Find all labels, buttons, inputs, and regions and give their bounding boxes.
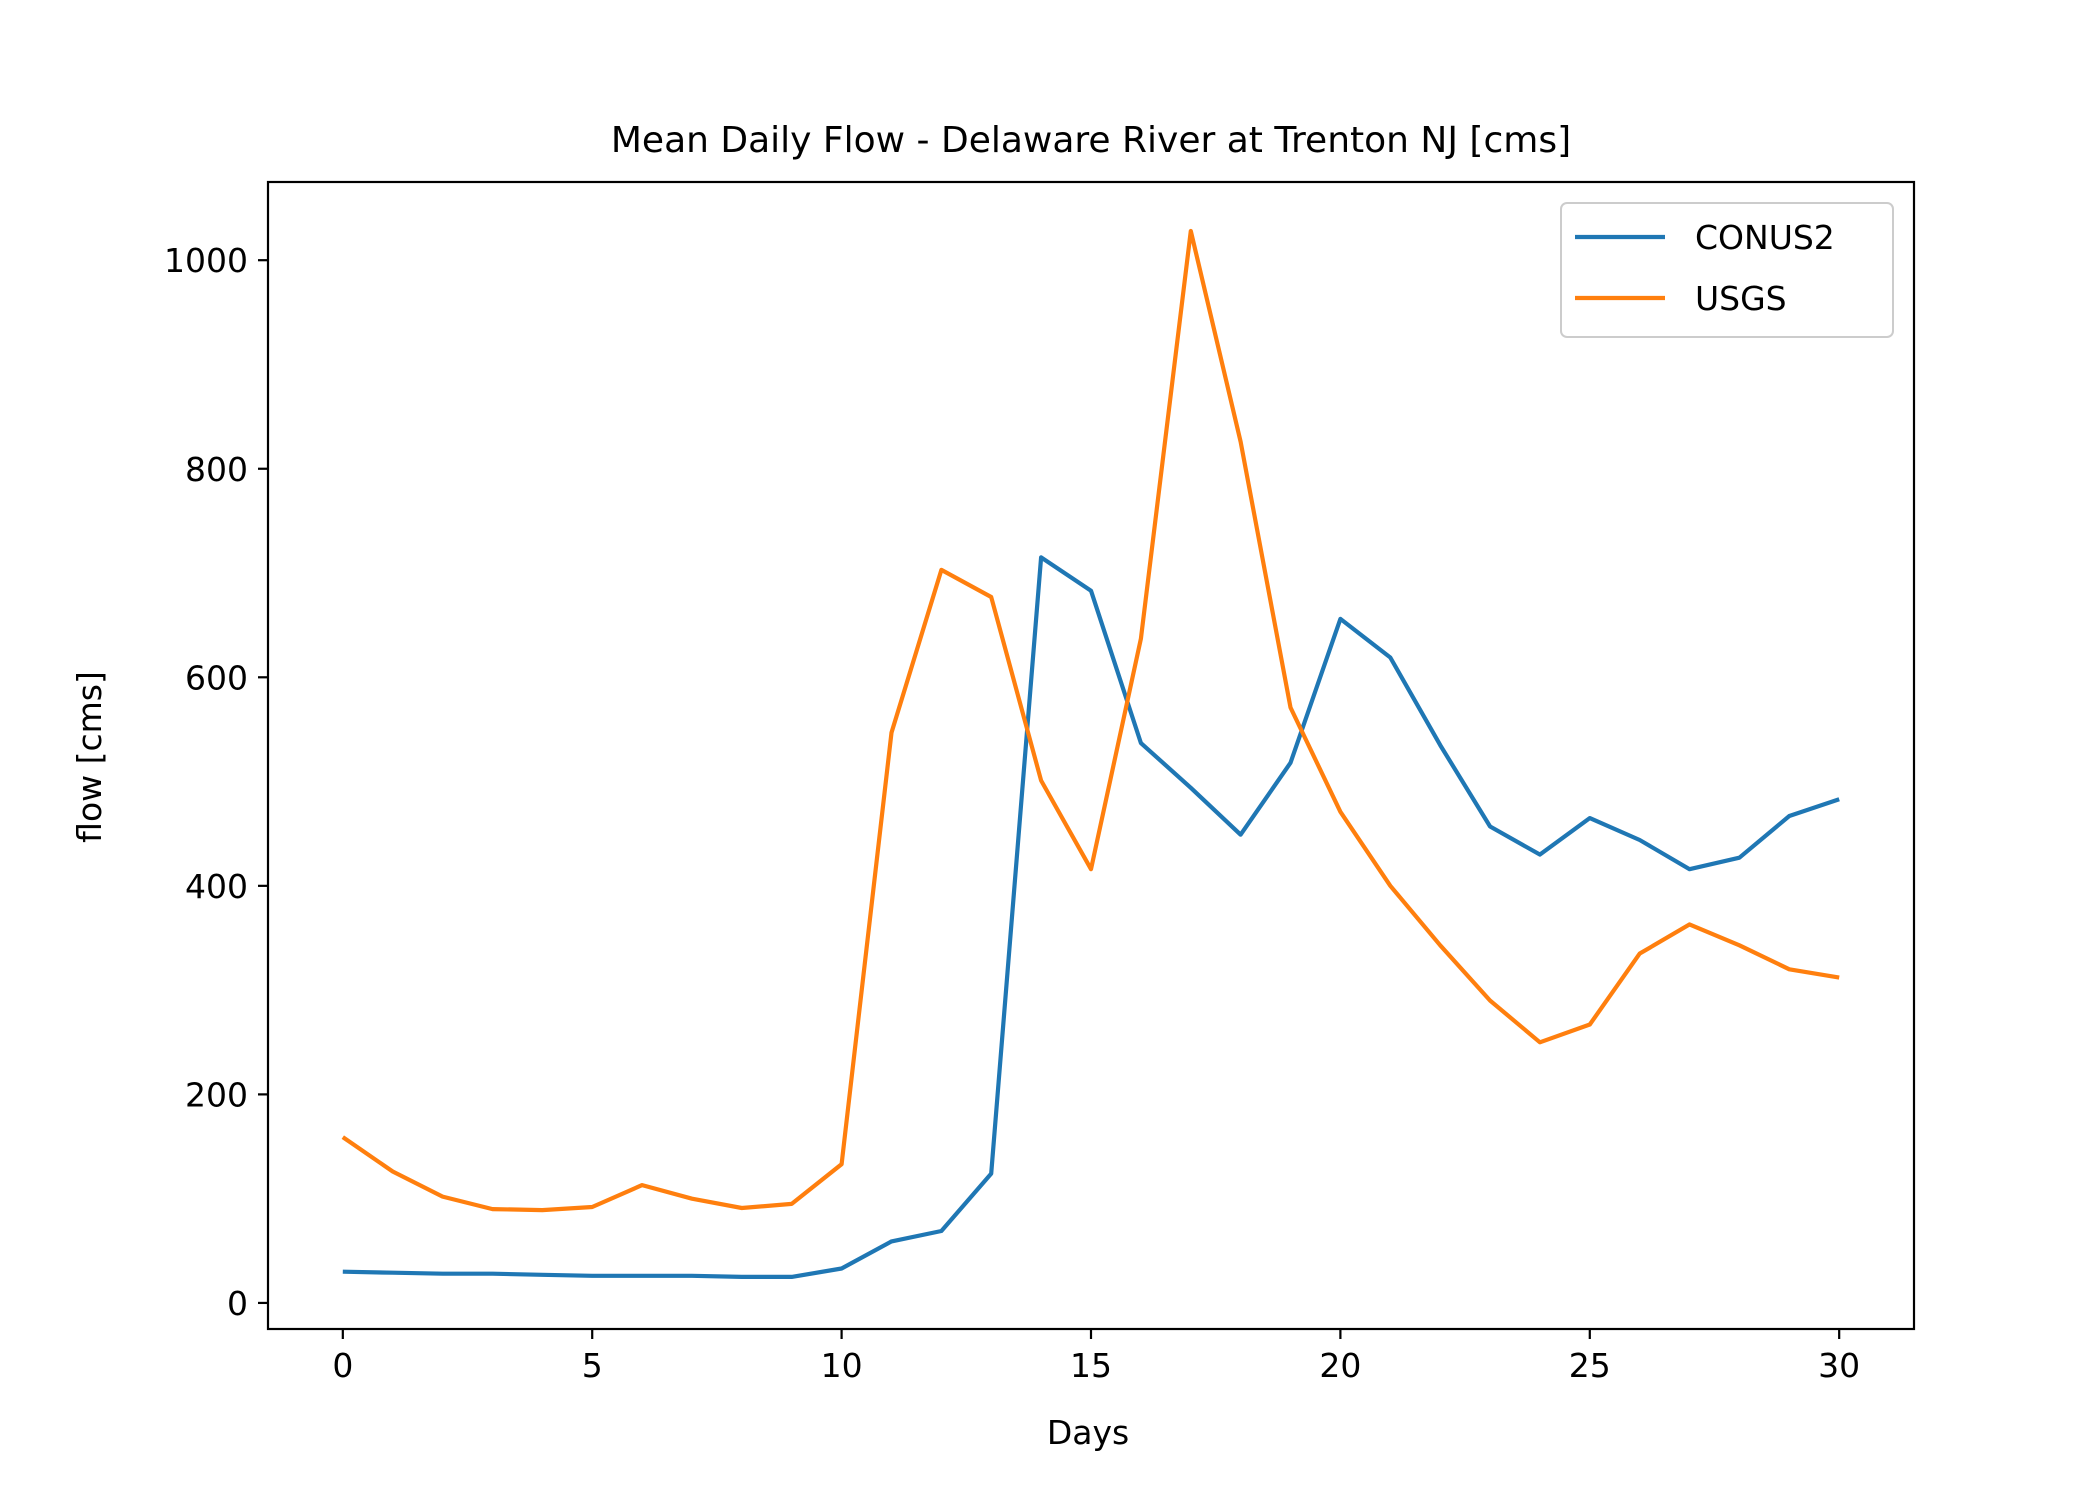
x-axis-label: Days	[1047, 1413, 1129, 1452]
x-tick-label: 10	[821, 1346, 863, 1385]
y-tick-label: 600	[185, 658, 248, 697]
legend: CONUS2 USGS	[1560, 202, 1894, 338]
y-tick-label: 0	[227, 1284, 248, 1323]
x-axis: 0 5 10 15 20 25 30	[332, 1329, 1860, 1385]
chart-title: Mean Daily Flow - Delaware River at Tren…	[611, 120, 1571, 161]
y-axis: 0 200 400 600 800 1000	[164, 241, 268, 1323]
x-tick-label: 30	[1818, 1346, 1860, 1385]
x-tick-label: 25	[1569, 1346, 1611, 1385]
x-tick-label: 20	[1319, 1346, 1361, 1385]
series-layer	[341, 228, 1840, 1280]
legend-label-usgs: USGS	[1695, 279, 1787, 318]
plot-frame	[266, 180, 1916, 1331]
y-tick-label: 1000	[164, 241, 248, 280]
y-axis-label: flow [cms]	[70, 671, 109, 843]
x-tick-label: 15	[1070, 1346, 1112, 1385]
y-tick-label: 800	[185, 450, 248, 489]
series-line-usgs	[341, 228, 1840, 1213]
y-tick-label: 200	[185, 1075, 248, 1114]
x-tick-label: 5	[582, 1346, 603, 1385]
x-tick-label: 0	[332, 1346, 353, 1385]
series-line-conus2	[342, 555, 1840, 1280]
legend-label-conus2: CONUS2	[1695, 218, 1835, 257]
y-tick-label: 400	[185, 867, 248, 906]
